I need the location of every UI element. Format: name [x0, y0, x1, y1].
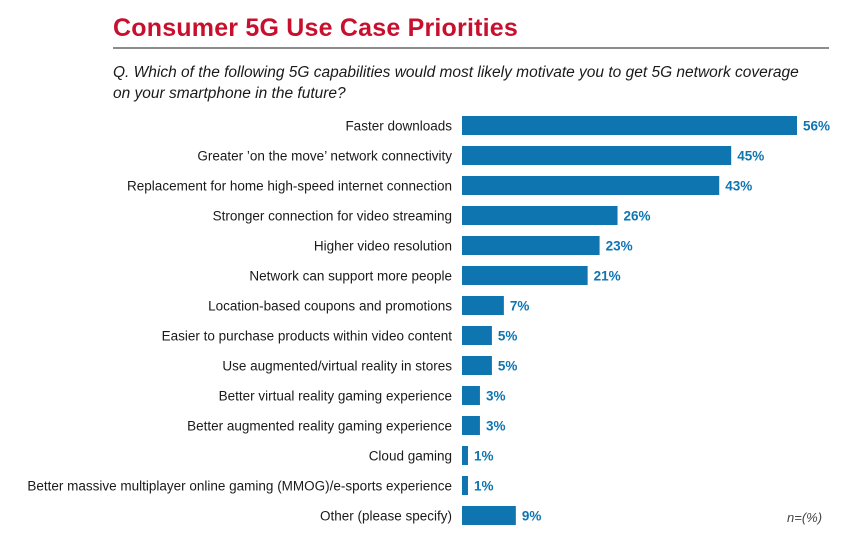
- value-label: 5%: [498, 359, 518, 374]
- bar: [462, 506, 516, 525]
- value-label: 56%: [803, 119, 830, 134]
- bar: [462, 176, 720, 195]
- category-label: Faster downloads: [345, 119, 452, 134]
- bar: [462, 356, 492, 375]
- bar: [462, 386, 480, 405]
- category-label: Network can support more people: [249, 269, 452, 284]
- category-label: Higher video resolution: [314, 239, 452, 254]
- category-label: Easier to purchase products within video…: [162, 329, 453, 344]
- category-label: Cloud gaming: [369, 449, 452, 464]
- value-label: 26%: [624, 209, 651, 224]
- bar: [462, 296, 504, 315]
- value-label: 7%: [510, 299, 530, 314]
- category-label: Better virtual reality gaming experience: [219, 389, 452, 404]
- survey-question: Q. Which of the following 5G capabilitie…: [113, 64, 799, 102]
- value-label: 5%: [498, 329, 518, 344]
- category-label: Other (please specify): [320, 509, 452, 524]
- category-label: Better augmented reality gaming experien…: [187, 419, 452, 434]
- value-label: 3%: [486, 389, 506, 404]
- value-label: 3%: [486, 419, 506, 434]
- bar: [462, 116, 797, 135]
- value-label: 45%: [737, 149, 764, 164]
- category-label: Replacement for home high-speed internet…: [127, 179, 452, 194]
- bar: [462, 416, 480, 435]
- value-label: 9%: [522, 509, 542, 524]
- value-label: 1%: [474, 449, 494, 464]
- value-label: 1%: [474, 479, 494, 494]
- category-label: Stronger connection for video streaming: [213, 209, 452, 224]
- value-label: 43%: [725, 179, 752, 194]
- sample-note: n=(%): [787, 510, 823, 525]
- bar: [462, 326, 492, 345]
- chart-title: Consumer 5G Use Case Priorities: [113, 14, 518, 42]
- value-label: 23%: [606, 239, 633, 254]
- title-divider: [113, 47, 829, 49]
- bar: [462, 266, 588, 285]
- category-label: Greater ’on the move’ network connectivi…: [197, 149, 452, 164]
- bar: [462, 476, 468, 495]
- bar: [462, 236, 600, 255]
- category-label: Use augmented/virtual reality in stores: [222, 359, 452, 374]
- bar: [462, 146, 732, 165]
- category-label: Better massive multiplayer online gaming…: [27, 479, 452, 494]
- value-label: 21%: [594, 269, 621, 284]
- category-label: Location-based coupons and promotions: [208, 299, 452, 314]
- bar: [462, 206, 618, 225]
- bar: [462, 446, 468, 465]
